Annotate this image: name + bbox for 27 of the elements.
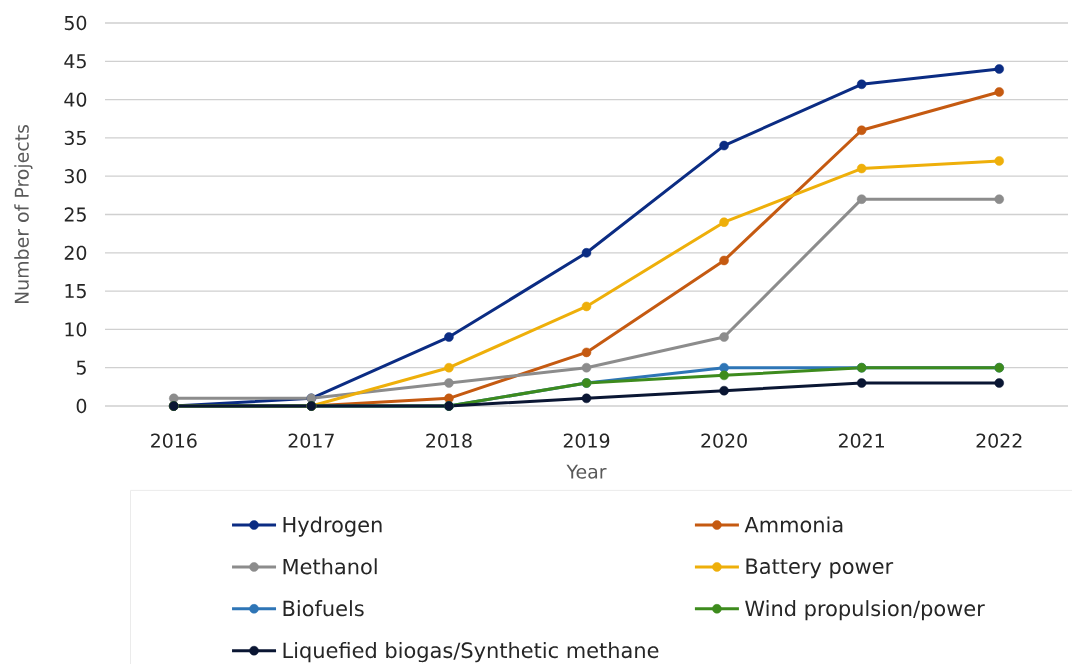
legend-label: Ammonia [744,516,843,533]
y-tick-label: 45 [64,54,86,69]
y-tick-label: 35 [64,130,86,146]
x-tick-label: 2022 [976,433,1022,448]
y-tick-label: 15 [65,284,86,299]
legend-label: Biofuels [283,600,364,617]
y-tick-label: 10 [65,322,87,337]
x-tick-label: 2018 [426,433,472,448]
x-axis-title: Year [566,464,607,479]
y-axis-title: Number of Projects [14,124,33,304]
legend-label: Liquefied biogas/Synthetic methane [283,642,659,663]
y-tick-label: 5 [76,360,86,375]
x-tick-label: 2016 [151,433,197,448]
y-tick-label: 25 [64,207,86,222]
legend-label: Wind propulsion/power [745,600,985,621]
x-tick-label: 2019 [563,433,610,448]
x-tick-label: 2021 [838,433,884,448]
y-tick-label: 50 [64,15,87,31]
legend-label: Methanol [283,558,377,575]
y-tick-label: 20 [64,245,87,260]
y-tick-label: 40 [64,92,87,107]
legend-label: Battery power [746,558,894,579]
x-tick-label: 2017 [288,433,334,448]
y-tick-label: 0 [76,398,87,414]
x-tick-label: 2020 [701,433,747,448]
legend-label: Hydrogen [283,516,382,537]
y-tick-label: 30 [64,169,87,184]
